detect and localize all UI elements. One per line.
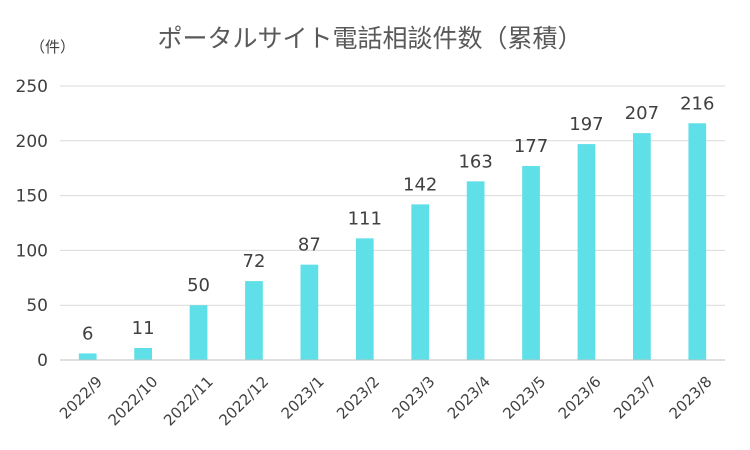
x-tick-label: 2023/1 [278,373,328,423]
x-tick-label: 2023/2 [333,373,383,423]
bar [411,204,430,360]
x-tick-label: 2023/8 [666,373,716,423]
data-label: 142 [403,174,437,195]
bar [355,238,374,360]
x-tick-label: 2023/7 [610,373,660,423]
x-tick-label: 2023/3 [388,373,438,423]
y-tick-label: 200 [16,132,48,152]
bar [78,353,97,360]
y-tick-label: 100 [16,241,48,261]
data-label: 87 [298,235,321,256]
data-label: 163 [458,151,492,172]
data-label: 207 [625,103,659,124]
gridlines [60,85,725,306]
y-axis-unit-label: （件） [30,38,75,56]
bars [78,123,707,360]
data-labels: 6 11 50 72 87 111 142 163 177 197 207 216 [82,93,714,344]
x-tick-label: 2023/5 [499,373,549,423]
data-label: 216 [680,93,714,114]
chart-title: ポータルサイト電話相談件数（累積） [157,24,582,53]
data-label: 197 [569,114,603,135]
x-tick-label: 2022/10 [105,373,162,430]
x-tick-label: 2022/12 [215,373,272,430]
bar [245,281,263,360]
y-axis-ticks: 0 50 100 150 200 250 [16,77,48,371]
data-label: 6 [82,323,93,344]
data-label: 72 [243,251,266,272]
bar [300,264,319,360]
y-tick-label: 250 [16,77,48,97]
bar [577,144,596,360]
data-label: 111 [348,208,382,229]
data-label: 50 [187,275,210,296]
data-label: 11 [132,318,155,339]
data-label: 177 [514,136,548,157]
y-tick-label: 150 [16,187,48,207]
y-tick-label: 50 [26,296,48,316]
bar [522,166,540,360]
x-tick-label: 2022/11 [160,373,217,430]
bar [688,123,707,360]
x-tick-label: 2023/4 [444,373,494,423]
y-tick-label: 0 [37,351,48,371]
x-tick-label: 2022/9 [56,373,106,423]
x-tick-label: 2023/6 [555,373,605,423]
bar [189,305,208,360]
bar [134,347,152,360]
bar [466,181,485,360]
bar [633,133,651,360]
